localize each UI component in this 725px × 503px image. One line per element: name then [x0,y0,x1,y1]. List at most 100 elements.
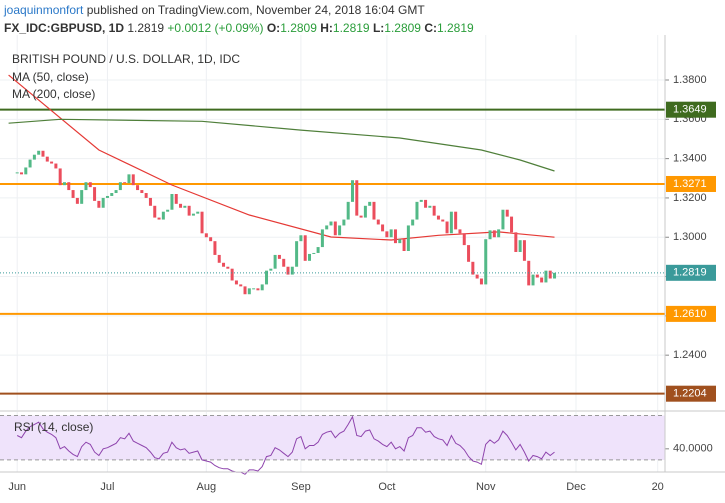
ma-line [8,118,555,172]
candle [260,284,264,291]
high: 1.2819 [333,21,370,35]
candle [234,280,238,285]
candle [393,229,397,244]
candle [359,215,363,218]
candle [84,182,88,191]
level-tag [666,175,716,192]
candle [148,197,152,206]
candle [544,270,548,283]
candle [222,262,226,267]
candle [424,199,428,208]
rsi-title: RSI (14, close) [14,420,93,434]
candle [415,201,419,220]
candle [518,240,522,252]
candle [488,230,492,240]
candle [41,150,45,157]
candle [406,225,410,251]
candle [71,190,75,198]
last-price-tag [666,264,716,281]
candle [389,229,393,238]
open-label: O: [267,21,280,35]
candle [484,239,488,285]
candle [338,225,342,236]
candle [226,266,230,269]
candle [454,211,458,230]
author[interactable]: joaquinmonfort [3,3,84,17]
open: 1.2809 [280,21,317,35]
candle [58,168,62,186]
candle [501,209,505,230]
plot: Jun Jul Aug Sep Oct Nov Dec 201.38001.36001.340… [0,35,725,493]
candle [316,247,320,253]
candle [325,225,329,230]
level-label: 1.3271 [673,178,707,190]
symbol-line: FX_IDC:GBPUSD, 1D 1.2819 +0.0012 (+0.09%… [4,21,474,35]
symbol: FX_IDC:GBPUSD, 1D [4,21,124,35]
candle [441,219,445,222]
candle [531,274,535,286]
candle [277,254,281,259]
candle [419,199,423,202]
candle [295,241,299,267]
candle [75,197,79,204]
candle [312,252,316,254]
candle [252,288,256,290]
last-price-label: 1.2819 [673,267,707,279]
candle [320,229,324,248]
candle [19,172,23,175]
close-label: C: [424,21,437,35]
level-tag [666,305,716,322]
candle [204,233,208,238]
candle [144,193,148,198]
candle [37,150,41,155]
candle [355,180,359,216]
candle [428,205,432,208]
candle [256,288,260,291]
candle [187,205,191,216]
candle [372,201,376,220]
x-tick-label: 20 [652,481,664,493]
candle [303,235,307,261]
rsi-line [16,415,555,475]
y-tick-label: 1.3200 [673,192,707,204]
candle [127,174,131,184]
level-label: 1.3649 [673,104,707,116]
candle [333,221,337,236]
candle [522,240,526,261]
candle [166,209,170,212]
candle [299,235,303,242]
x-tick-label: Nov [476,481,496,493]
candle [282,258,286,267]
candle [243,286,247,295]
candle [247,288,251,295]
candle [467,245,471,262]
candle [398,239,402,244]
candle [136,185,140,191]
candle [213,241,217,255]
level-tag [666,101,716,118]
candle [458,229,462,234]
candle [239,284,243,287]
candle [402,239,406,251]
candle [273,254,277,269]
x-tick-label: Jul [100,481,114,493]
candle [174,194,178,204]
candle [342,219,346,226]
high-label: H: [320,21,333,35]
candle [131,174,135,186]
candle [381,224,385,232]
candle [101,197,105,208]
candle [97,200,101,208]
low: 1.2809 [384,21,421,35]
candle [54,163,58,169]
candle [28,159,32,168]
candle [118,182,122,191]
candle [436,215,440,220]
candle [265,270,269,285]
level-tag [666,385,716,402]
candle [290,266,294,275]
candle [553,272,557,279]
y-tick-label: 1.2400 [673,349,707,361]
candle [548,270,552,279]
